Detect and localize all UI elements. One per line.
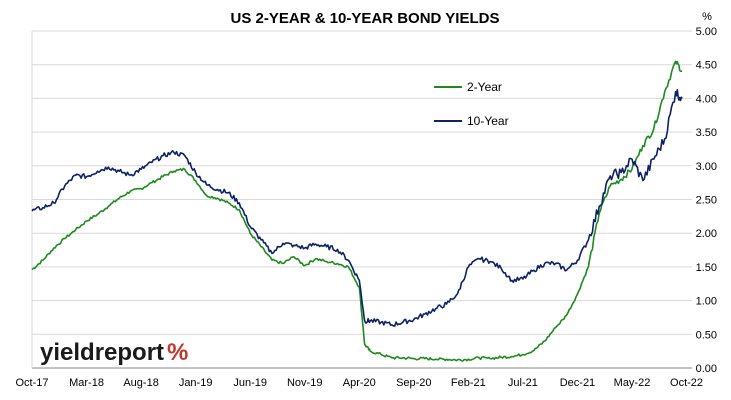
x-tick-label: Aug-18	[123, 377, 158, 389]
y-tick-label: 4.00	[696, 93, 717, 105]
y-axis-unit-label: %	[702, 11, 712, 23]
y-tick-label: 1.00	[696, 296, 717, 308]
y-tick-label: 3.50	[696, 127, 717, 139]
legend-label-2-year: 2-Year	[467, 80, 502, 94]
logo-wordmark: yieldreport	[40, 339, 164, 366]
series-lines	[31, 60, 683, 362]
chart-title: US 2-YEAR & 10-YEAR BOND YIELDS	[231, 10, 500, 27]
y-tick-label: 0.00	[696, 363, 717, 375]
x-tick-label: Oct-17	[15, 377, 48, 389]
x-tick-label: May-22	[614, 377, 651, 389]
y-tick-label: 3.00	[696, 161, 717, 173]
y-axis-ticks: 0.00 0.50 1.00 1.50 2.00 2.50 3.00 3.50 4.00 4.50…	[696, 26, 717, 375]
x-tick-label: Oct-22	[670, 377, 703, 389]
y-tick-label: 1.50	[696, 262, 717, 274]
x-tick-label: Sep-20	[396, 377, 431, 389]
x-tick-label: Jun-19	[233, 377, 267, 389]
y-tick-label: 4.50	[696, 60, 717, 72]
x-axis-ticks: Oct-17 Mar-18 Aug-18 Jan-19 Jun-19 Nov-19 Apr-…	[15, 377, 703, 389]
x-tick-label: Jul-21	[508, 377, 538, 389]
x-tick-label: Feb-21	[451, 377, 486, 389]
series-line-10-year	[31, 89, 683, 327]
legend: 2-Year 10-Year	[434, 80, 509, 128]
x-tick-label: Mar-18	[69, 377, 104, 389]
series-line-2-year	[31, 60, 683, 362]
x-tick-label: Dec-21	[560, 377, 595, 389]
logo-percent-icon: %	[167, 339, 188, 366]
y-tick-label: 2.50	[696, 195, 717, 207]
yieldreport-logo: yieldreport %	[40, 339, 188, 366]
y-tick-label: 2.00	[696, 228, 717, 240]
y-tick-label: 5.00	[696, 26, 717, 38]
legend-label-10-year: 10-Year	[467, 114, 509, 128]
x-tick-label: Apr-20	[343, 377, 376, 389]
x-tick-label: Nov-19	[287, 377, 322, 389]
y-tick-label: 0.50	[696, 329, 717, 341]
x-tick-label: Jan-19	[179, 377, 213, 389]
